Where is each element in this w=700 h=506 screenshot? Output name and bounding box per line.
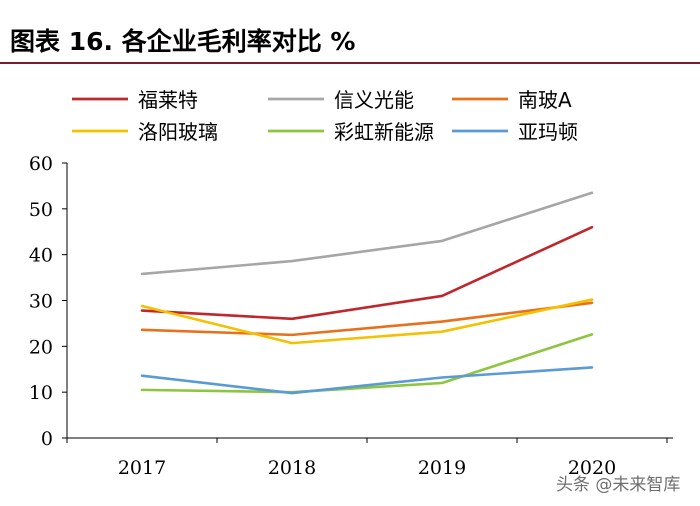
series-line <box>140 225 594 321</box>
legend-label: 南玻A <box>518 88 572 112</box>
series-line <box>140 366 594 395</box>
y-tick-label: 50 <box>29 199 53 221</box>
series-line <box>140 301 594 337</box>
y-tick-label: 30 <box>29 291 53 313</box>
legend-label: 信义光能 <box>334 88 414 112</box>
watermark: 头条 @未来智库 <box>556 470 680 495</box>
series-line <box>140 191 594 276</box>
chart-title: 图表 16. 各企业毛利率对比 % <box>10 27 356 56</box>
x-tick-label: 2018 <box>268 457 316 479</box>
y-tick-label: 40 <box>29 245 53 267</box>
x-tick-label: 2020 <box>568 457 616 479</box>
title-bar: 图表 16. 各企业毛利率对比 % <box>0 0 700 64</box>
legend-label: 亚玛顿 <box>518 120 578 144</box>
y-tick-label: 0 <box>41 428 53 450</box>
legend-label: 福莱特 <box>138 88 198 112</box>
series-line <box>140 333 594 394</box>
y-tick-label: 20 <box>29 336 53 358</box>
y-tick-label: 60 <box>29 153 53 175</box>
series-line <box>140 298 594 345</box>
legend-label: 彩虹新能源 <box>334 120 434 144</box>
legend-label: 洛阳玻璃 <box>138 120 218 144</box>
x-tick-label: 2019 <box>418 457 466 479</box>
watermark-text: 头条 @未来智库 <box>556 475 681 495</box>
x-tick-label: 2017 <box>118 457 166 479</box>
y-tick-label: 10 <box>29 382 53 404</box>
title-divider <box>0 62 700 64</box>
